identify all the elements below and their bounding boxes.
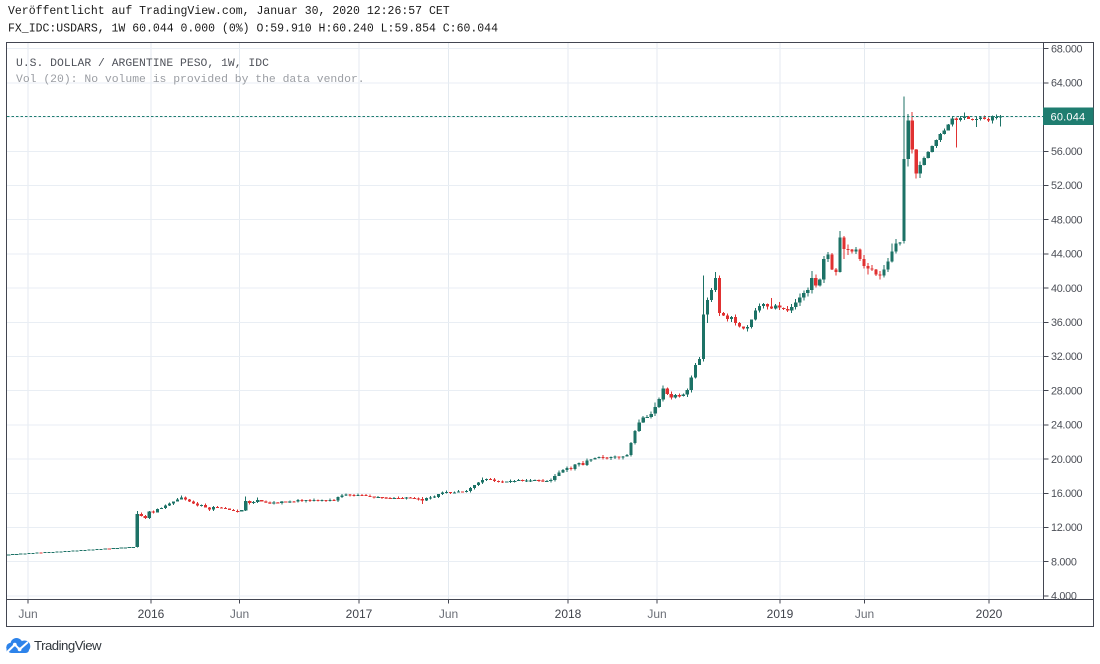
svg-text:4.000: 4.000 bbox=[1051, 591, 1077, 603]
svg-text:56.000: 56.000 bbox=[1051, 146, 1083, 158]
svg-text:U.S. DOLLAR / ARGENTINE PESO,: U.S. DOLLAR / ARGENTINE PESO, 1W, IDC bbox=[16, 58, 269, 70]
svg-text:52.000: 52.000 bbox=[1051, 180, 1083, 192]
svg-text:2019: 2019 bbox=[767, 607, 794, 621]
svg-text:Veröffentlicht auf TradingView: Veröffentlicht auf TradingView.com, Janu… bbox=[8, 5, 450, 18]
svg-text:64.000: 64.000 bbox=[1051, 78, 1083, 90]
svg-text:68.000: 68.000 bbox=[1051, 43, 1083, 55]
svg-text:2017: 2017 bbox=[346, 607, 373, 621]
svg-text:32.000: 32.000 bbox=[1051, 351, 1083, 363]
svg-text:8.000: 8.000 bbox=[1051, 556, 1077, 568]
svg-text:24.000: 24.000 bbox=[1051, 420, 1083, 432]
svg-text:20.000: 20.000 bbox=[1051, 454, 1083, 466]
svg-text:60.044: 60.044 bbox=[1051, 111, 1086, 123]
svg-text:Jun: Jun bbox=[439, 607, 458, 621]
svg-text:40.000: 40.000 bbox=[1051, 283, 1083, 295]
svg-text:Vol (20): No volume is provide: Vol (20): No volume is provided by the d… bbox=[16, 74, 365, 86]
svg-text:12.000: 12.000 bbox=[1051, 522, 1083, 534]
svg-text:Jun: Jun bbox=[230, 607, 249, 621]
svg-text:Jun: Jun bbox=[647, 607, 666, 621]
svg-text:FX_IDC:USDARS, 1W 60.044 0.000: FX_IDC:USDARS, 1W 60.044 0.000 (0%) O:59… bbox=[8, 23, 498, 36]
svg-text:16.000: 16.000 bbox=[1051, 488, 1083, 500]
svg-text:44.000: 44.000 bbox=[1051, 249, 1083, 261]
svg-text:2016: 2016 bbox=[138, 607, 165, 621]
svg-text:2018: 2018 bbox=[555, 607, 582, 621]
svg-text:2020: 2020 bbox=[976, 607, 1003, 621]
svg-text:48.000: 48.000 bbox=[1051, 214, 1083, 226]
svg-text:Jun: Jun bbox=[855, 607, 874, 621]
svg-text:TradingView: TradingView bbox=[34, 638, 102, 653]
svg-text:36.000: 36.000 bbox=[1051, 317, 1083, 329]
svg-text:Jun: Jun bbox=[18, 607, 37, 621]
svg-text:28.000: 28.000 bbox=[1051, 385, 1083, 397]
